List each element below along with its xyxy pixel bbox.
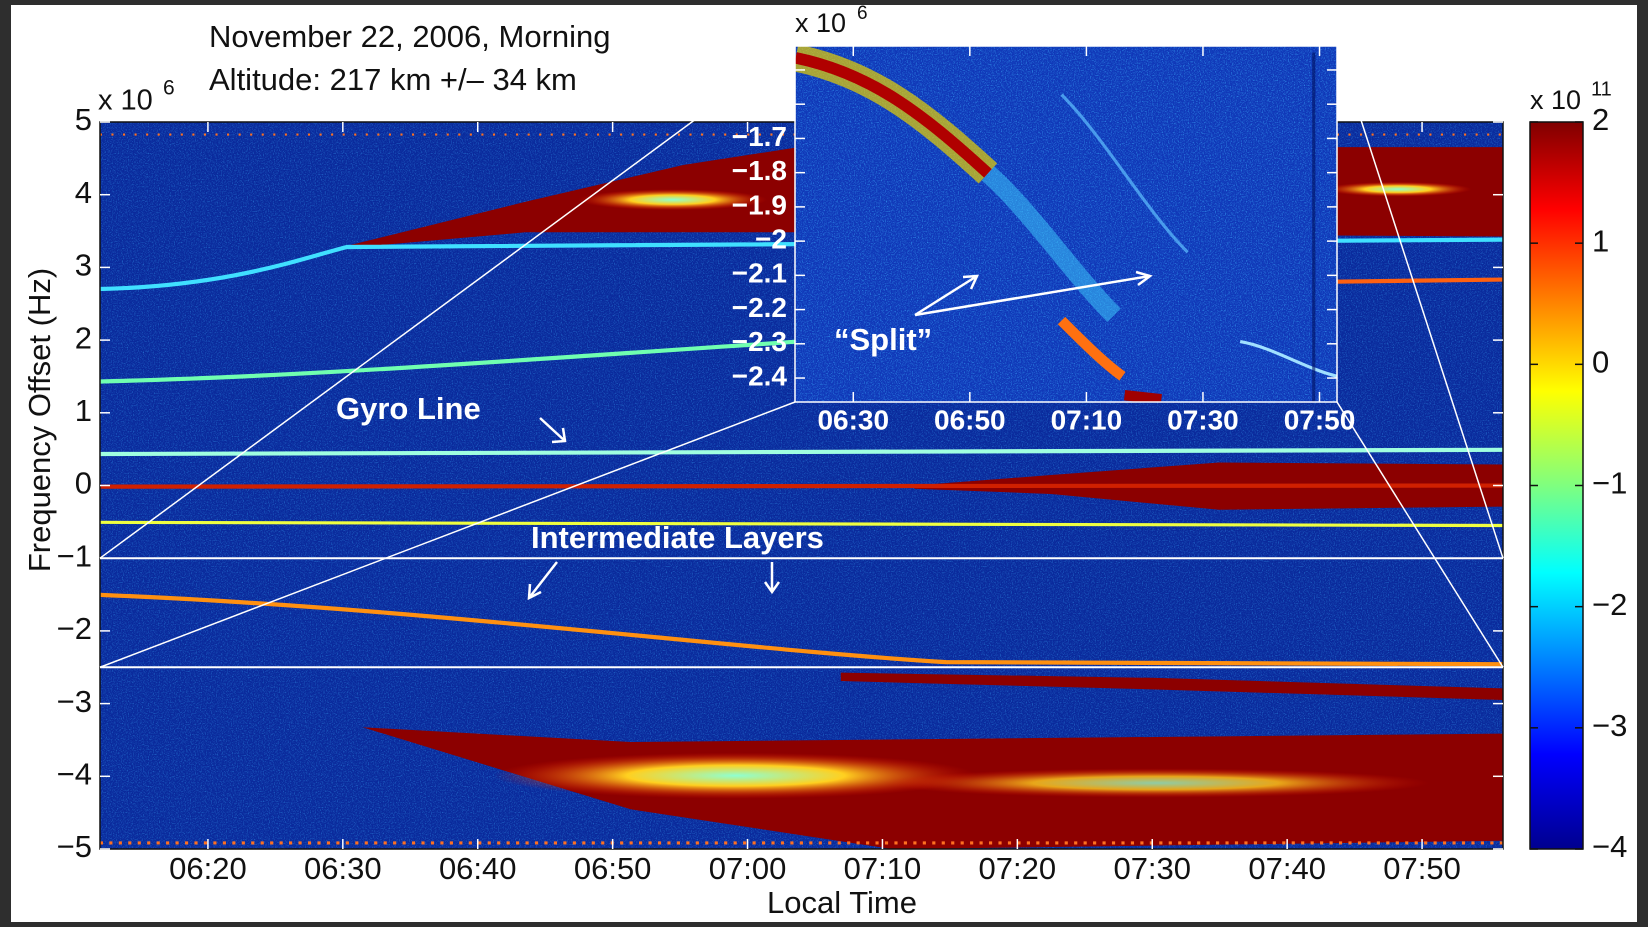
y-tick-label: −1.9 [732, 189, 787, 220]
colorbar-scale-exponent: 11 [1591, 78, 1612, 100]
y-tick-label: 2 [75, 320, 92, 355]
y-tick-label: −2.4 [732, 360, 788, 391]
zoom-connector [99, 45, 796, 559]
colorbar [1529, 121, 1584, 850]
colorbar-tick-label: −3 [1592, 708, 1627, 743]
y-tick-label: 0 [75, 466, 92, 501]
x-tick-label: 06:30 [817, 404, 889, 435]
annotation: “Split” [834, 322, 932, 357]
y-axis-label: Frequency Offset (Hz) [22, 268, 57, 572]
y-tick-label: 1 [75, 393, 92, 428]
y-tick-label: −2.2 [732, 292, 787, 323]
y-tick-label: −1.8 [732, 155, 787, 186]
x-tick-label: 07:50 [1284, 404, 1356, 435]
x-tick-label: 06:20 [169, 851, 247, 886]
colorbar-tick-label: −1 [1592, 466, 1627, 501]
y-tick-label: 3 [75, 248, 92, 283]
x-tick-label: 07:30 [1113, 851, 1191, 886]
x-tick-label: 07:10 [844, 851, 922, 886]
colorbar-tick-label: −2 [1592, 587, 1627, 622]
inset-frame [794, 45, 1338, 403]
zoom-connector [1336, 401, 1504, 668]
y-scale-base: x 10 [98, 85, 153, 117]
y-tick-label: −2 [57, 611, 92, 646]
x-tick-label: 06:40 [439, 851, 517, 886]
inset-y-scale-base: x 10 [795, 8, 846, 38]
inset-spectrogram-image [795, 46, 1337, 402]
y-tick-label: −1 [57, 538, 92, 573]
annotation: Intermediate Layers [531, 520, 824, 555]
inset-annotations: “Split” [834, 270, 1153, 357]
zoom-connector [99, 401, 796, 668]
arrow [763, 562, 781, 595]
arrow [914, 274, 980, 317]
x-tick-label: 06:30 [304, 851, 382, 886]
arrow [539, 417, 567, 444]
colorbar-tick-label: −4 [1592, 829, 1627, 864]
y-tick-label: −5 [57, 829, 92, 864]
x-tick-label: 07:00 [709, 851, 787, 886]
inset-axes: −1.5 −1.6−1.7−1.8−1.9 −2−2.1−2.2−2.3−2.4 06… [732, 46, 1356, 435]
y-tick-label: −2.3 [732, 326, 787, 357]
main-axes: 5 4 3 2 1 0 −1 −2 −3 −4 −5 06:20 06:30 06:40 06:50 07:0… [57, 102, 1628, 886]
title-line: November 22, 2006, Morning [209, 19, 611, 54]
y-tick-label: −1.6 [732, 87, 787, 118]
colorbar-tick-label: 2 [1592, 102, 1609, 137]
arrow [914, 270, 1153, 317]
y-tick-label: −3 [57, 684, 92, 719]
y-tick-label: −4 [57, 756, 92, 791]
y-tick-label: −2.1 [732, 258, 787, 289]
x-tick-label: 07:40 [1248, 851, 1326, 886]
y-tick-label: 5 [75, 102, 92, 137]
title-line: Altitude: 217 km +/– 34 km [209, 62, 577, 97]
annotation: Gyro Line [336, 391, 481, 426]
x-tick-label: 07:20 [979, 851, 1057, 886]
colorbar-tick-label: 1 [1592, 223, 1609, 258]
colorbar-scale-base: x 10 [1530, 85, 1581, 115]
arrow [527, 561, 558, 601]
y-tick-label: −1.5 [732, 52, 787, 83]
y-tick-label: −2 [755, 224, 787, 255]
y-scale-exponent: 6 [163, 77, 175, 100]
x-axis-label: Local Time [767, 885, 917, 920]
x-tick-label: 06:50 [934, 404, 1006, 435]
x-tick-label: 07:10 [1051, 404, 1123, 435]
zoom-guides [99, 45, 1504, 669]
colorbar-tick-label: 0 [1592, 345, 1609, 380]
x-tick-label: 07:50 [1383, 851, 1461, 886]
inset-y-scale-exponent: 6 [857, 3, 868, 24]
zoom-connector [1336, 45, 1504, 559]
annotations: Gyro Line Intermediate Layers [336, 391, 824, 601]
y-tick-label: −1.7 [732, 121, 787, 152]
x-tick-label: 07:30 [1167, 404, 1239, 435]
x-tick-label: 06:50 [574, 851, 652, 886]
y-tick-label: 4 [75, 175, 92, 210]
